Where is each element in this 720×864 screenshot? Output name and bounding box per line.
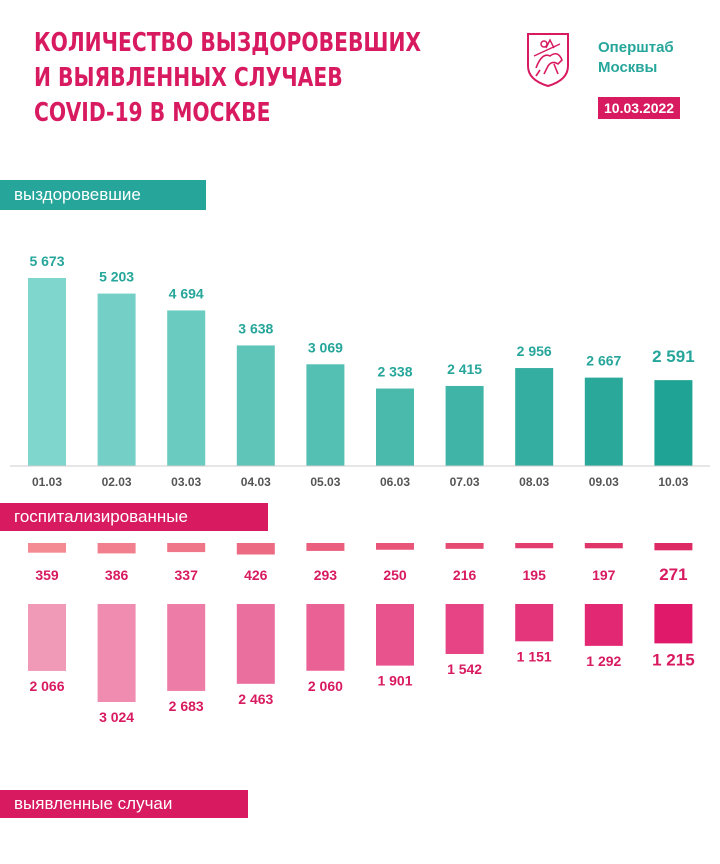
cases-value-label: 2 066 [29, 678, 64, 694]
date-badge: 10.03.2022 [598, 97, 681, 119]
brand-name: Оперштаб Москвы [598, 38, 674, 78]
recovered-bar [236, 345, 275, 466]
cases-value-label: 1 215 [652, 650, 695, 669]
hospitalized-value-label: 293 [314, 567, 338, 583]
cases-bar [97, 604, 136, 702]
recovered-value-label: 5 673 [29, 253, 64, 269]
hospitalized-value-label: 386 [105, 567, 129, 583]
recovered-bar [515, 368, 554, 466]
cases-value-label: 2 060 [308, 678, 343, 694]
date-tick-label: 05.03 [310, 475, 340, 489]
cases-value-label: 2 463 [238, 691, 273, 707]
date-tick-label: 04.03 [241, 475, 271, 489]
recovered-bar [654, 380, 693, 466]
recovered-bar [376, 388, 414, 466]
hospitalized-bar [515, 543, 554, 549]
cases-value-label: 1 292 [586, 653, 621, 669]
cases-value-label: 1 151 [517, 648, 552, 664]
hospitalized-bar [97, 543, 136, 554]
date-tick-label: 03.03 [171, 475, 201, 489]
cases-value-label: 2 683 [169, 698, 204, 714]
recovered-bar [306, 364, 345, 466]
hospitalized-value-label: 197 [592, 567, 616, 583]
recovered-value-label: 3 069 [308, 339, 343, 355]
hospitalized-bar [236, 543, 275, 555]
hospitalized-bar [167, 543, 206, 553]
recovered-value-label: 3 638 [238, 320, 273, 336]
recovered-bar [97, 293, 136, 466]
cases-bar [584, 604, 623, 646]
cases-bar [236, 604, 275, 684]
title-line-2: и выявленных случаев [34, 63, 343, 93]
date-tick-label: 01.03 [32, 475, 62, 489]
recovered-value-label: 4 694 [169, 285, 204, 301]
date-tick-label: 07.03 [450, 475, 480, 489]
hospitalized-bar [376, 543, 414, 550]
title-line-1: Количество выздоровевших [34, 28, 422, 58]
hospitalized-value-label: 337 [175, 567, 199, 583]
date-strip [0, 466, 720, 494]
moscow-coat-of-arms-logo [527, 33, 569, 88]
recovered-value-label: 2 667 [586, 353, 621, 369]
cases-bar [28, 604, 66, 671]
recovered-bar [167, 310, 206, 466]
date-tick-label: 10.03 [658, 475, 688, 489]
recovered-value-label: 2 591 [652, 347, 695, 366]
hospitalized-bar [306, 543, 345, 551]
date-tick-label: 08.03 [519, 475, 549, 489]
recovered-bar [445, 385, 484, 466]
section-label-cases: выявленные случаи [0, 790, 248, 818]
hospitalized-bar [654, 543, 693, 551]
cases-bar [167, 604, 206, 691]
hospitalized-bar [445, 543, 484, 549]
hospitalized-value-label: 195 [523, 567, 547, 583]
cases-bar [445, 604, 484, 654]
cases-value-label: 3 024 [99, 709, 134, 725]
recovered-bar [28, 278, 66, 466]
date-tick-label: 02.03 [102, 475, 132, 489]
recovered-value-label: 2 415 [447, 361, 482, 377]
hospitalized-bar [584, 543, 623, 549]
cases-bar [306, 604, 345, 671]
brand-line-2: Москвы [598, 59, 658, 76]
chart-title: Количество выздоровевших и выявленных сл… [34, 26, 422, 131]
date-tick-label: 06.03 [380, 475, 410, 489]
cases-value-label: 1 901 [377, 673, 412, 689]
section-label-recovered: выздоровевшие [0, 180, 206, 210]
cases-bar [515, 604, 554, 642]
cases-bar [376, 604, 414, 666]
hospitalized-value-label: 359 [35, 567, 59, 583]
cases-bar [654, 604, 693, 644]
recovered-value-label: 2 956 [517, 343, 552, 359]
date-tick-label: 09.03 [589, 475, 619, 489]
hospitalized-value-label: 216 [453, 567, 477, 583]
hospitalized-value-label: 426 [244, 567, 268, 583]
brand-line-1: Оперштаб [598, 39, 674, 56]
recovered-value-label: 5 203 [99, 269, 134, 285]
recovered-value-label: 2 338 [377, 364, 412, 380]
cases-value-label: 1 542 [447, 661, 482, 677]
recovered-bar [584, 377, 623, 466]
hospitalized-value-label: 250 [383, 567, 407, 583]
title-line-3: COVID-19 в Москве [34, 98, 271, 128]
hospitalized-bar [28, 543, 66, 553]
section-label-hospitalized: госпитализированные [0, 503, 268, 531]
hospitalized-value-label: 271 [659, 565, 687, 584]
